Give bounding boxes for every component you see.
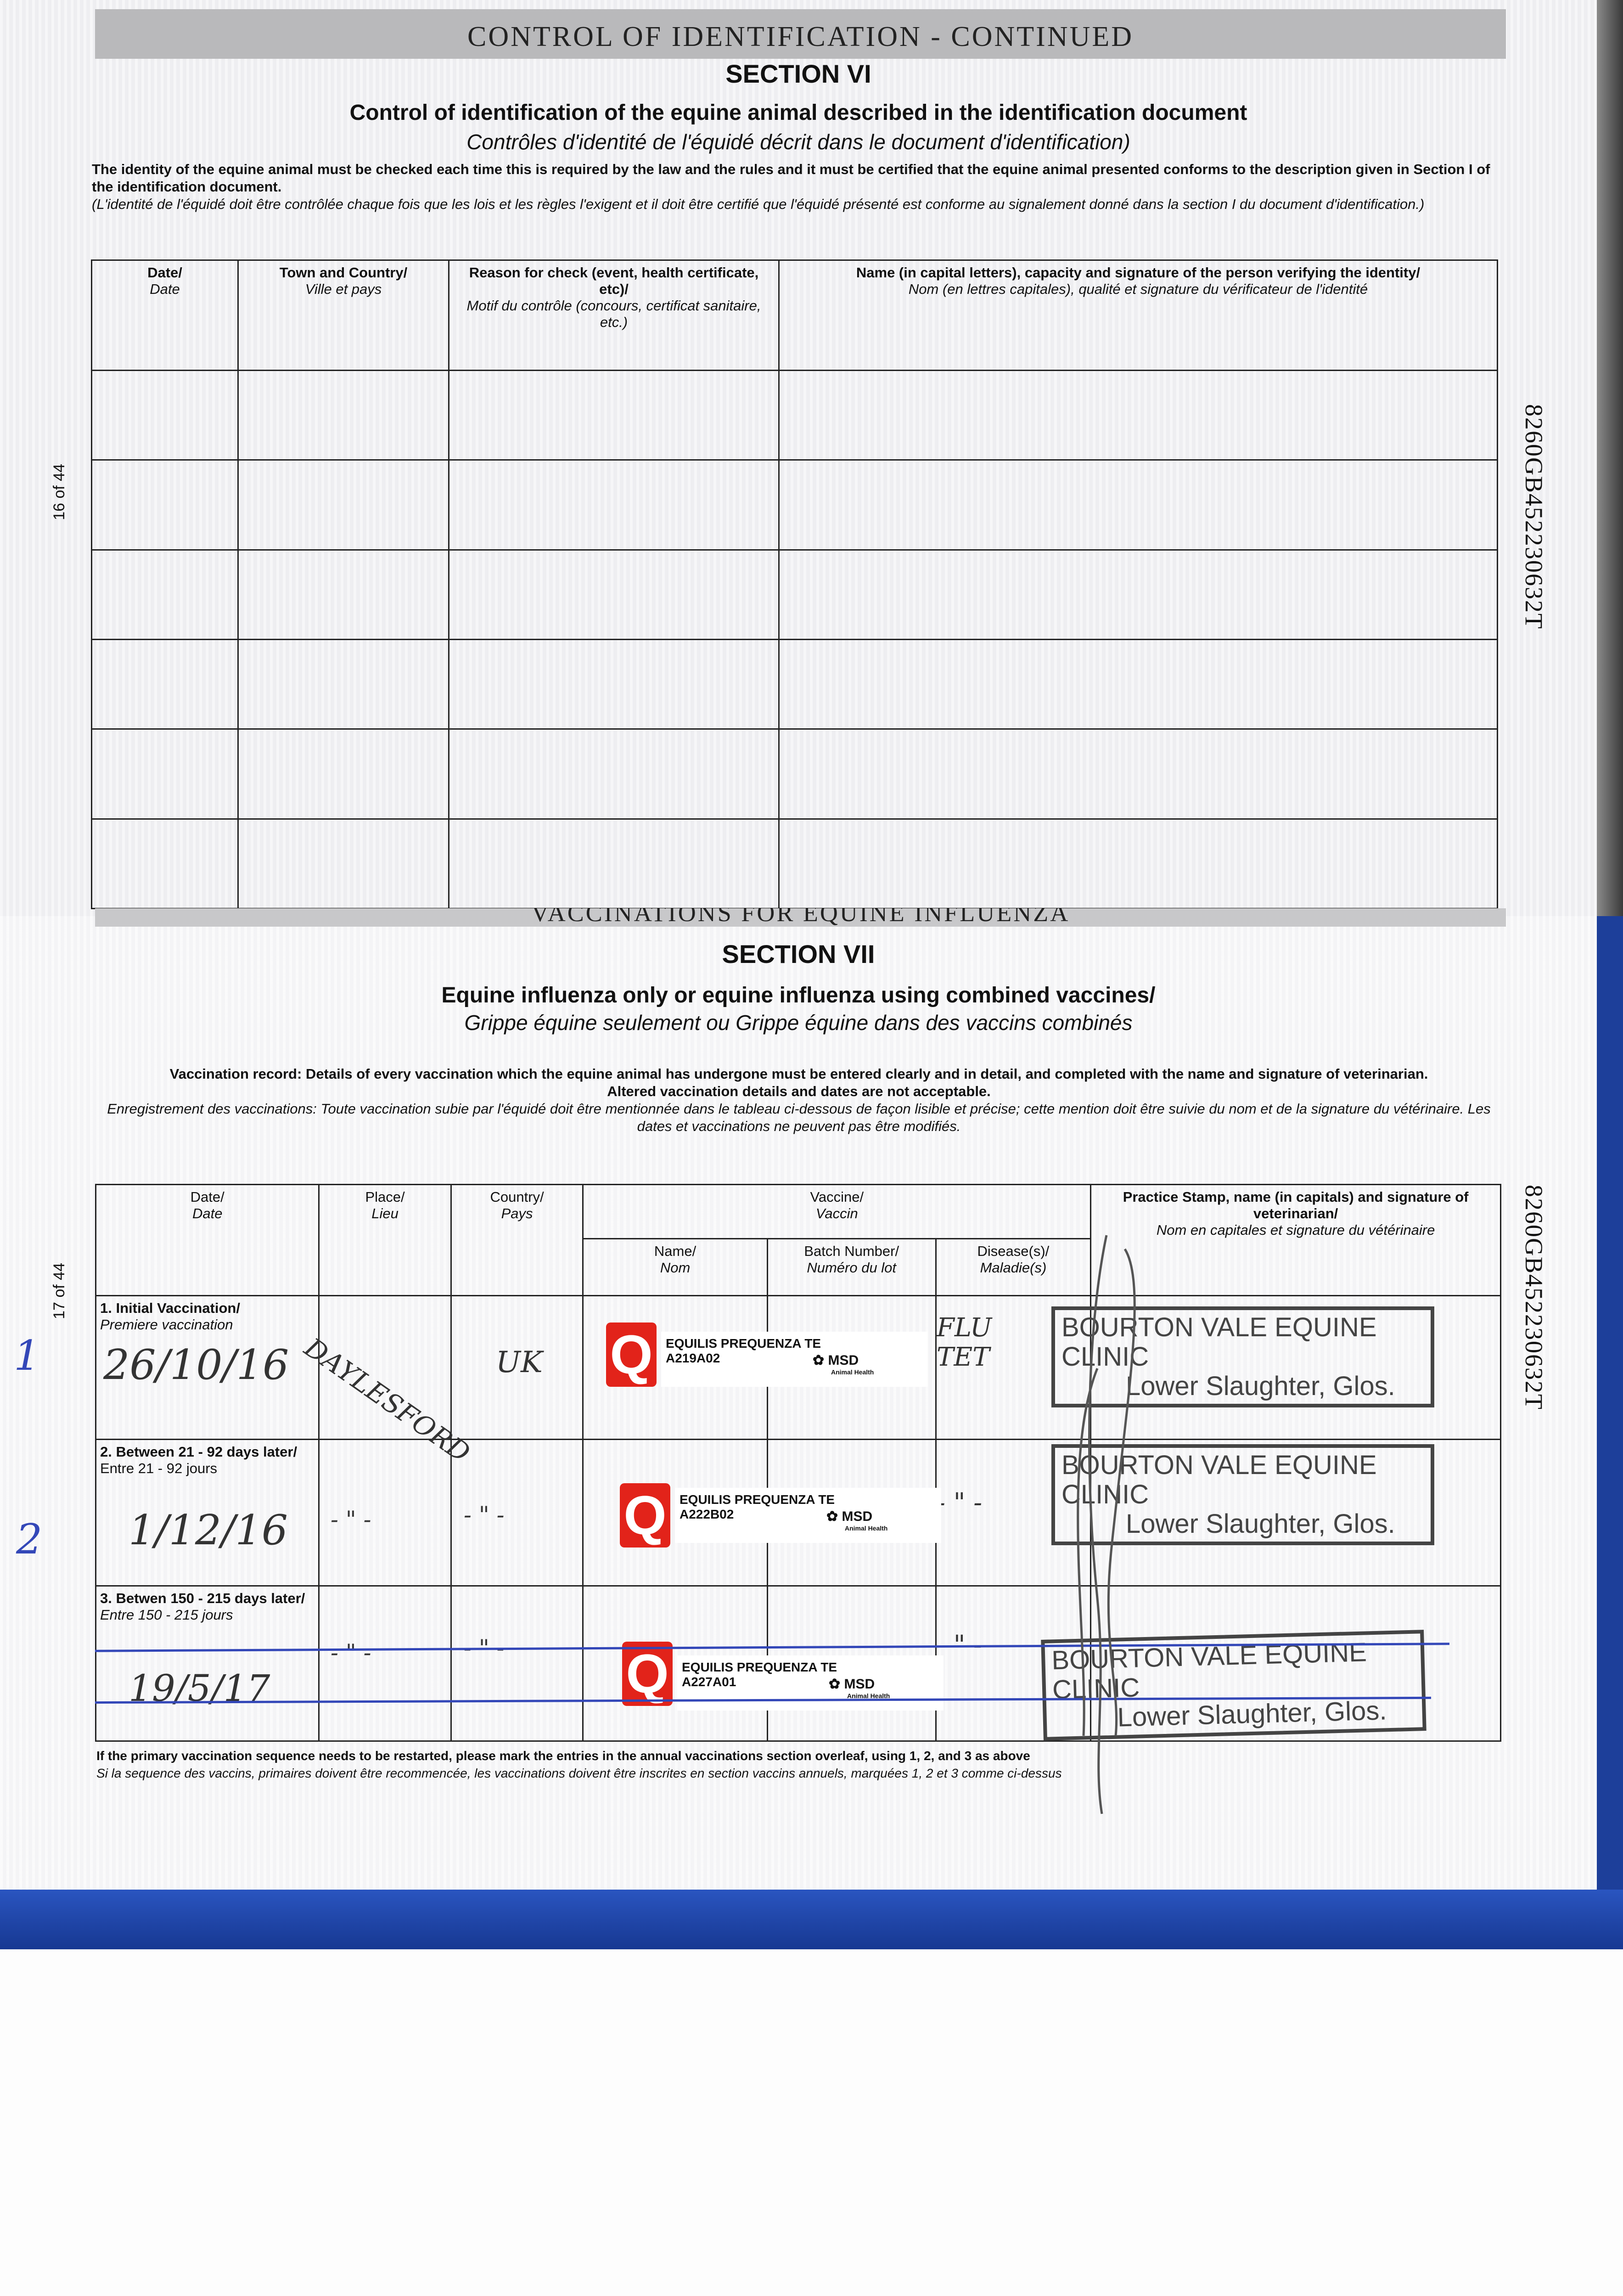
- vaccine-name: EQUILIS PREQUENZA TE: [666, 1336, 821, 1351]
- batch-number: A219A02: [666, 1351, 720, 1365]
- msd-logo: ✿ MSD Animal Health: [813, 1353, 874, 1376]
- instructions-en-2: Altered vaccination details and dates ar…: [607, 1083, 991, 1099]
- document-number: 8260GB452230632T: [1520, 404, 1548, 630]
- document-number: 8260GB452230632T: [1520, 1185, 1548, 1410]
- col-place: Place/Lieu: [318, 1184, 452, 1296]
- col-verifier: Name (in capital letters), capacity and …: [778, 259, 1498, 371]
- batch-number: A227A01: [682, 1675, 736, 1689]
- practice-stamp: BOURTON VALE EQUINE CLINIC Lower Slaughte…: [1051, 1444, 1434, 1545]
- section-heading-fr: Contrôles d'identité de l'équidé décrit …: [466, 130, 1130, 154]
- handwritten-disease: - " -: [937, 1488, 983, 1518]
- handwritten-place: - " -: [331, 1639, 371, 1666]
- section-heading-en: Control of identification of the equine …: [349, 101, 1247, 125]
- col-date: Date/Date: [95, 1184, 320, 1296]
- table-row: [91, 818, 1498, 910]
- handwritten-date: 1/12/16: [129, 1506, 288, 1554]
- instructions-en: The identity of the equine animal must b…: [92, 161, 1490, 195]
- q-logo: Q: [620, 1483, 670, 1548]
- q-logo: Q: [622, 1642, 673, 1706]
- col-town-country: Town and Country/Ville et pays: [237, 259, 449, 371]
- q-logo: Q: [606, 1322, 657, 1387]
- vaccine-name: EQUILIS PREQUENZA TE: [680, 1492, 835, 1507]
- handwritten-date: 26/10/16: [103, 1341, 289, 1389]
- handwritten-country: - " -: [464, 1502, 505, 1528]
- section-heading-en: Equine influenza only or equine influenz…: [441, 983, 1156, 1007]
- batch-number: A222B02: [680, 1507, 734, 1521]
- table-row: [91, 638, 1498, 730]
- col-vaccine-name: Name/Nom: [582, 1238, 768, 1296]
- table-row: 2. Between 21 - 92 days later/Entre 21 -…: [95, 1439, 1501, 1587]
- section-title: SECTION VII: [722, 940, 875, 968]
- section-band: CONTROL OF IDENTIFICATION - CONTINUED: [95, 9, 1506, 59]
- passport-cover-bottom: [0, 1890, 1623, 1949]
- handwritten-disease: FLU TET: [937, 1313, 992, 1372]
- col-vaccine: Vaccine/Vaccin: [582, 1184, 1092, 1239]
- margin-note: 1: [14, 1332, 40, 1380]
- msd-logo: ✿ MSD Animal Health: [829, 1677, 890, 1699]
- footer-note-fr: Si la sequence des vaccins, primaires do…: [96, 1766, 1062, 1780]
- col-stamp: Practice Stamp, name (in capitals) and s…: [1090, 1184, 1501, 1296]
- table-row: [91, 459, 1498, 551]
- page-number: 17 of 44: [51, 1263, 68, 1319]
- table-row: [91, 549, 1498, 640]
- page-number: 16 of 44: [51, 464, 68, 520]
- handwritten-place: - " -: [331, 1506, 371, 1533]
- msd-logo: ✿ MSD Animal Health: [826, 1509, 888, 1532]
- col-date: Date/Date: [91, 259, 239, 371]
- col-batch: Batch Number/Numéro du lot: [766, 1238, 937, 1296]
- instructions-fr: Enregistrement des vaccinations: Toute v…: [107, 1101, 1491, 1134]
- vaccine-name: EQUILIS PREQUENZA TE: [682, 1660, 837, 1674]
- col-disease: Disease(s)/Maladie(s): [935, 1238, 1092, 1296]
- veterinarian-signature: [1077, 1235, 1136, 1814]
- instructions-fr: (L'identité de l'équidé doit être contrô…: [92, 196, 1425, 212]
- section-band: VACCINATIONS FOR EQUINE INFLUENZA: [95, 908, 1506, 927]
- handwritten-country: UK: [496, 1345, 543, 1379]
- footer-note-en: If the primary vaccination sequence need…: [96, 1749, 1030, 1763]
- practice-stamp: BOURTON VALE EQUINE CLINIC Lower Slaughte…: [1051, 1306, 1434, 1407]
- instructions-en: Vaccination record: Details of every vac…: [169, 1066, 1428, 1082]
- col-country: Country/Pays: [450, 1184, 584, 1296]
- table-row: [91, 728, 1498, 820]
- section-heading-fr: Grippe équine seulement ou Grippe équine…: [464, 1011, 1133, 1035]
- section-title: SECTION VI: [725, 59, 871, 88]
- identification-check-table: Date/Date Town and Country/Ville et pays…: [91, 259, 1498, 910]
- page-edge: [1597, 0, 1623, 916]
- table-row: [91, 369, 1498, 461]
- col-reason: Reason for check (event, health certific…: [448, 259, 780, 371]
- margin-note: 2: [16, 1515, 43, 1564]
- passport-cover: [1597, 916, 1623, 1949]
